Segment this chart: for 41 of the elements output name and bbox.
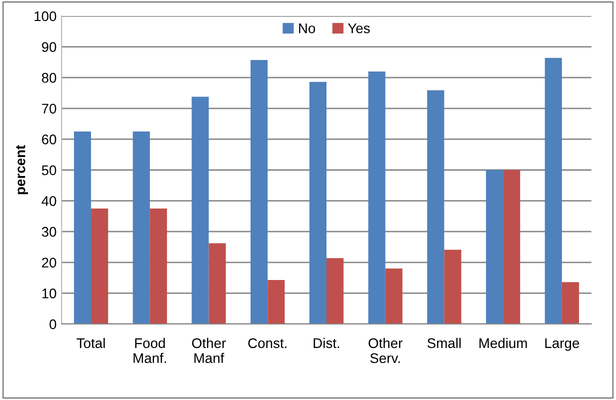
bar xyxy=(562,282,579,324)
bar xyxy=(192,96,209,324)
bar xyxy=(74,132,92,324)
bar xyxy=(368,71,386,324)
y-tick-label: 90 xyxy=(42,42,56,52)
bar xyxy=(132,132,150,324)
y-tick-label: 50 xyxy=(42,165,56,176)
y-tick-label: 60 xyxy=(42,134,56,144)
legend-label: No xyxy=(299,24,316,34)
y-tick-label: 10 xyxy=(42,288,56,298)
legend-label: Yes xyxy=(348,24,370,34)
y-tick-label: 70 xyxy=(42,104,56,114)
bar xyxy=(326,258,344,324)
x-tick-label: Small xyxy=(427,338,461,348)
x-tick-label: Const. xyxy=(248,338,286,348)
x-tick-label: Total xyxy=(76,338,105,348)
bar xyxy=(91,208,108,324)
bar xyxy=(544,58,562,324)
y-tick-label: 80 xyxy=(42,72,56,83)
y-tick-label: 20 xyxy=(42,258,56,268)
bar xyxy=(309,82,326,324)
bar xyxy=(427,90,444,324)
x-tick-label: Large xyxy=(545,338,580,351)
bar xyxy=(150,208,167,324)
y-axis-title: percent xyxy=(16,145,28,194)
y-tick-label: 0 xyxy=(50,319,56,330)
x-tick-label: Dist. xyxy=(314,338,340,348)
y-tick-label: 30 xyxy=(42,226,56,237)
y-tick-label: 100 xyxy=(34,11,56,22)
bar xyxy=(208,243,226,324)
bar xyxy=(444,250,462,324)
x-tick-label: Other Serv. xyxy=(368,338,402,364)
bar xyxy=(486,170,504,324)
bar xyxy=(250,60,268,324)
y-tick-label: 40 xyxy=(42,196,56,206)
bar xyxy=(503,170,520,324)
x-tick-label: Food Manf. xyxy=(134,338,166,364)
bar xyxy=(268,280,285,324)
x-tick-label: Medium xyxy=(480,338,527,348)
bar xyxy=(385,268,402,324)
x-tick-label: Other Manf xyxy=(192,338,226,364)
